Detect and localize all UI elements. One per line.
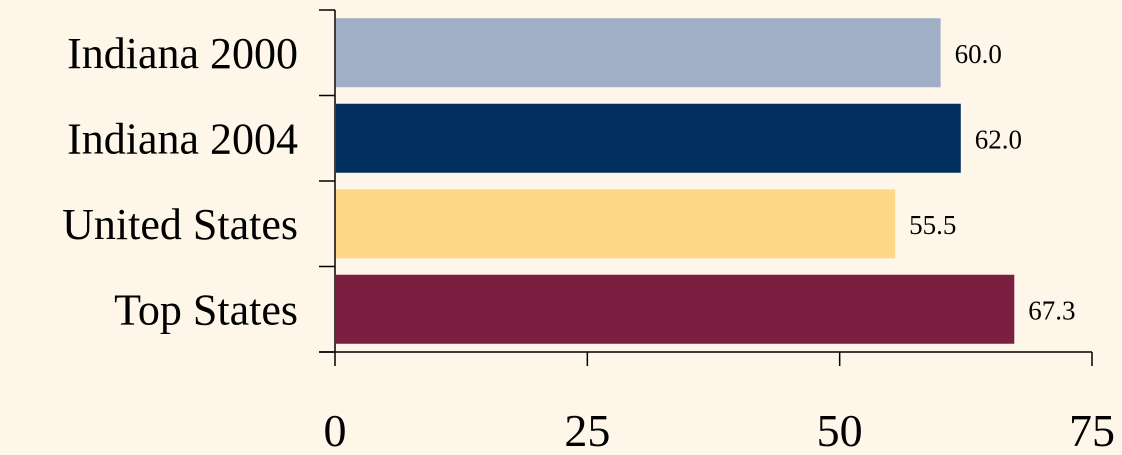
x-tick-label-0: 0 — [324, 405, 347, 455]
bar-indiana-2004 — [336, 103, 961, 173]
bar-united-states — [336, 189, 896, 259]
category-label-united-states: United States — [62, 200, 298, 249]
value-label-indiana-2000: 60.0 — [955, 39, 1002, 69]
category-label-indiana-2000: Indiana 2000 — [67, 29, 298, 78]
x-tick-label-50: 50 — [817, 405, 863, 455]
value-label-indiana-2004: 62.0 — [975, 124, 1022, 154]
labels: 60.0 Indiana 2000 62.0 Indiana 2004 55.5 Unit… — [62, 29, 1115, 455]
value-label-united-states: 55.5 — [909, 210, 956, 240]
axes — [319, 9, 1093, 366]
bars — [336, 18, 1015, 344]
category-label-top-states: Top States — [114, 285, 298, 334]
x-tick-label-75: 75 — [1069, 405, 1115, 455]
x-tick-label-25: 25 — [564, 405, 610, 455]
bar-indiana-2000 — [336, 18, 941, 88]
bar-top-states — [336, 274, 1015, 344]
category-label-indiana-2004: Indiana 2004 — [67, 114, 298, 163]
value-label-top-states: 67.3 — [1028, 295, 1075, 325]
